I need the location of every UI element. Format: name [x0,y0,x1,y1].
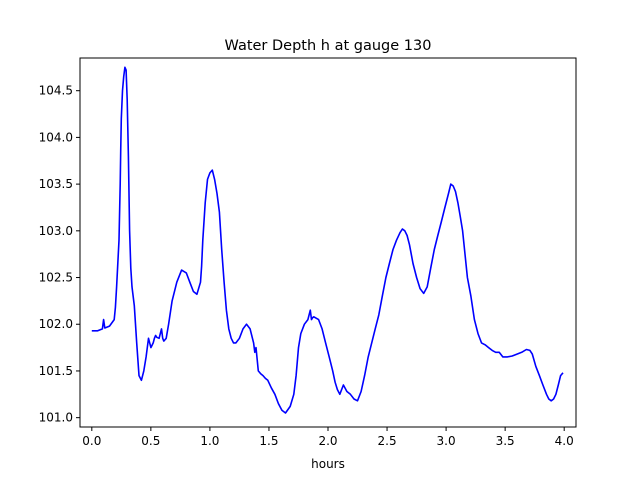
x-axis-label: hours [311,457,345,471]
series-line-0 [91,66,564,414]
x-axis: 0.0 0.5 1.0 1.5 2.0 2.5 3.0 3.5 4.0 [82,427,574,448]
y-tick-label: 102.5 [39,271,73,285]
x-tick-label: 0.5 [141,434,160,448]
y-tick-label: 101.5 [39,364,73,378]
x-tick-label: 0.0 [82,434,101,448]
y-tick-label: 101.0 [39,411,73,425]
x-tick-label: 4.0 [555,434,574,448]
x-tick-label: 1.5 [259,434,278,448]
x-tick-label: 3.5 [496,434,515,448]
y-tick-label: 104.5 [39,84,73,98]
x-tick-label: 2.0 [318,434,337,448]
x-tick-label: 3.0 [437,434,456,448]
plot-area: 0.0 0.5 1.0 1.5 2.0 2.5 3.0 3.5 4.0 101.0101.510… [39,57,577,448]
x-tick-label: 2.5 [378,434,397,448]
y-tick-label: 104.0 [39,130,73,144]
y-axis: 101.0 101.5 102.0 102.5 103.0 103.5 104.0 104.5 [39,84,80,425]
x-tick-label: 1.0 [200,434,219,448]
chart-title: Water Depth h at gauge 130 [225,38,432,54]
y-tick-label: 103.5 [39,177,73,191]
y-tick-label: 103.0 [39,224,73,238]
series-layer [91,66,564,414]
y-tick-label: 102.0 [39,317,73,331]
